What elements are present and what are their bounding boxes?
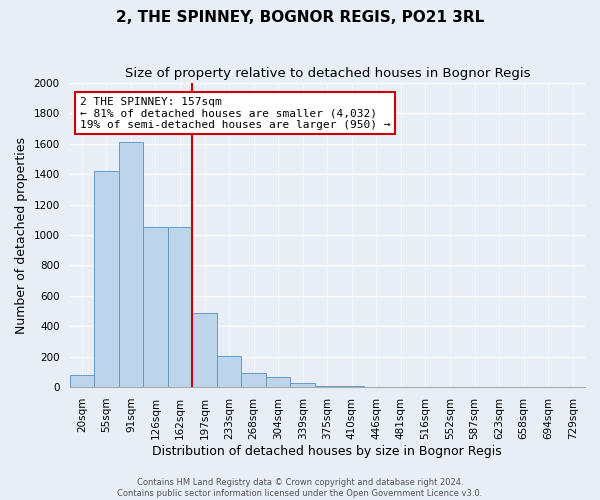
- Bar: [94, 171, 119, 387]
- Bar: [266, 377, 290, 387]
- Bar: [119, 142, 143, 387]
- Bar: [70, 375, 94, 387]
- Bar: [290, 382, 315, 387]
- Bar: [217, 356, 241, 387]
- Text: 2, THE SPINNEY, BOGNOR REGIS, PO21 3RL: 2, THE SPINNEY, BOGNOR REGIS, PO21 3RL: [116, 10, 484, 25]
- Y-axis label: Number of detached properties: Number of detached properties: [15, 136, 28, 334]
- Bar: [315, 386, 340, 387]
- Bar: [168, 228, 192, 387]
- Bar: [241, 374, 266, 387]
- Title: Size of property relative to detached houses in Bognor Regis: Size of property relative to detached ho…: [125, 68, 530, 80]
- Bar: [192, 312, 217, 387]
- X-axis label: Distribution of detached houses by size in Bognor Regis: Distribution of detached houses by size …: [152, 444, 502, 458]
- Text: 2 THE SPINNEY: 157sqm
← 81% of detached houses are smaller (4,032)
19% of semi-d: 2 THE SPINNEY: 157sqm ← 81% of detached …: [80, 96, 391, 130]
- Text: Contains HM Land Registry data © Crown copyright and database right 2024.
Contai: Contains HM Land Registry data © Crown c…: [118, 478, 482, 498]
- Bar: [340, 386, 364, 387]
- Bar: [143, 228, 168, 387]
